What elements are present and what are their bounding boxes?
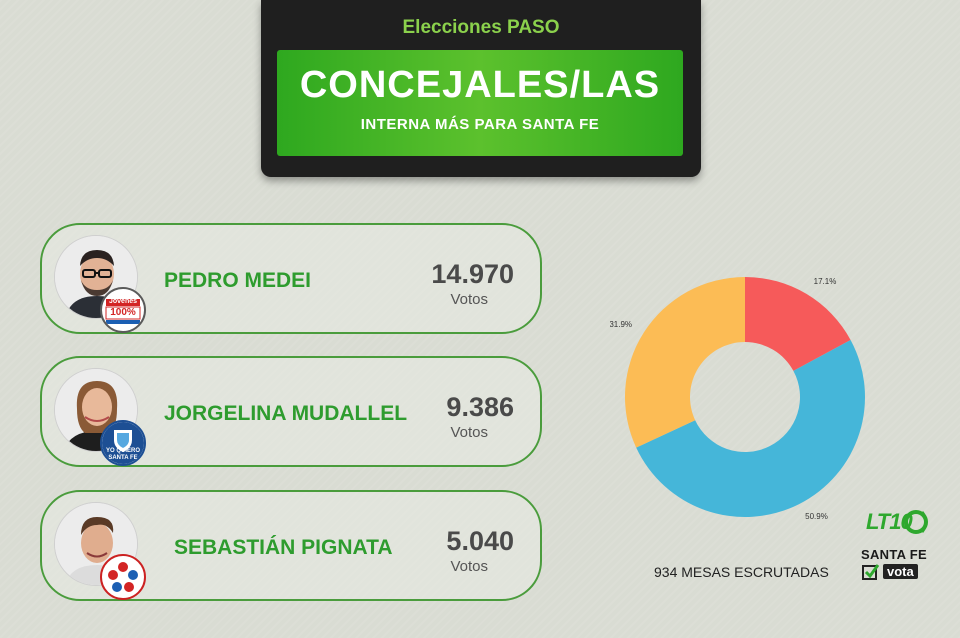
header-banner: CONCEJALES/LAS INTERNA MÁS PARA SANTA FE (277, 50, 683, 156)
candidate-votes: 5.040 (446, 526, 514, 556)
person-icon (55, 369, 137, 451)
yo-quiero-logo-icon (102, 422, 144, 464)
party-badge-jovenes: Jóvenes 100% (100, 287, 146, 333)
badge-text-1: Jóvenes (108, 298, 138, 305)
donut-slice-0 (745, 277, 851, 371)
candidate-card-pignata: SEBASTIÁN PIGNATA 5.040 Votos (40, 490, 542, 601)
mesas-escrutadas: 934 MESAS ESCRUTADAS (654, 564, 829, 580)
vota-text: vota (883, 564, 918, 579)
donut-slice-2 (625, 277, 745, 448)
candidate-votes-label: Votos (450, 424, 488, 441)
donut-chart: 17.1% 50.9% 31.9% (610, 277, 865, 521)
candidate-name: JORGELINA MUDALLEL (164, 402, 408, 425)
candidate-name: SEBASTIÁN PIGNATA (174, 536, 393, 559)
lt10-logo-icon (904, 510, 928, 534)
candidate-votes-label: Votos (450, 291, 488, 308)
badge-text-2: SANTA FE (108, 455, 138, 461)
santafe-text: SANTA FE (861, 547, 927, 562)
badge-text-1: YO QUIERO (105, 448, 140, 454)
page-title: CONCEJALES/LAS (299, 64, 661, 106)
lt10-logo-text: LT10 (866, 509, 913, 534)
candidate-name: PEDRO MEDEI (164, 269, 312, 292)
header-subtitle: Elecciones PASO (402, 17, 560, 38)
header-box: Elecciones PASO CONCEJALES/LAS INTERNA M… (261, 0, 701, 177)
donut-label-0: 17.1% (814, 277, 837, 286)
header-caption: INTERNA MÁS PARA SANTA FE (360, 116, 600, 133)
candidate-votes: 9.386 (446, 392, 514, 422)
candidate-card-medei: Jóvenes 100% PEDRO MEDEI 14.970 Votos (40, 223, 542, 334)
party-badge-pignata (100, 554, 146, 600)
checkbox-icon (862, 564, 880, 580)
candidate-photo-mudallel (54, 368, 138, 452)
candidate-photo-medei (54, 235, 138, 319)
candidate-photo-pignata (54, 502, 138, 586)
person-icon (55, 236, 137, 318)
badge-text-2: 100% (110, 307, 136, 318)
santafe-vota-logo: SANTA FE vota (861, 547, 931, 583)
lt10-logo: LT10 (864, 508, 930, 536)
party-badge-yo-quiero: YO QUIERO SANTA FE (100, 420, 146, 466)
candidate-votes: 14.970 (431, 259, 514, 289)
candidate-card-mudallel: YO QUIERO SANTA FE JORGELINA MUDALLEL 9.… (40, 356, 542, 467)
donut-slice-1 (636, 339, 865, 517)
donut-label-1: 50.9% (805, 512, 828, 521)
party-logo-icon (104, 558, 142, 596)
jovenes-logo-icon (105, 299, 141, 324)
donut-label-2: 31.9% (610, 320, 632, 329)
candidate-votes-label: Votos (450, 558, 488, 575)
